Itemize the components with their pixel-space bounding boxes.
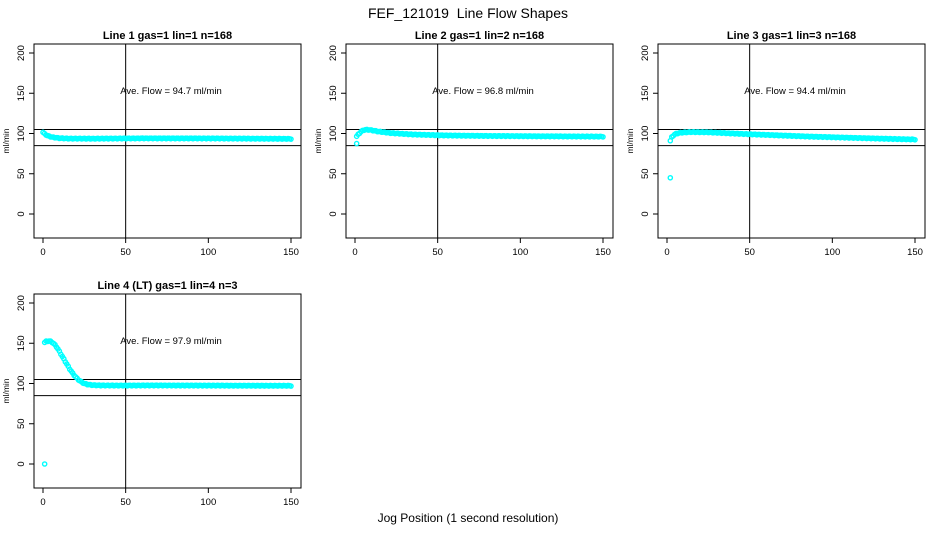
line-4-chart: 0 50 100 150 0 50 100 150 200 ml/min Line 4 (LT) g…	[1, 280, 302, 508]
svg-text:Ave. Flow = 96.8 ml/min: Ave. Flow = 96.8 ml/min	[432, 86, 533, 97]
svg-text:200: 200	[640, 45, 651, 61]
svg-text:0: 0	[640, 211, 651, 216]
svg-text:Ave. Flow = 94.4 ml/min: Ave. Flow = 94.4 ml/min	[744, 86, 845, 97]
subplot-line-1: 0 50 100 150 0 50 100 150 200 ml/min Line 1 gas=1 …	[0, 30, 312, 280]
svg-text:0: 0	[16, 461, 27, 466]
svg-text:200: 200	[16, 45, 27, 61]
x-axis-label: Jog Position (1 second resolution)	[377, 511, 559, 525]
svg-text:150: 150	[595, 247, 611, 258]
svg-text:200: 200	[16, 295, 27, 311]
line-2-chart: 0 50 100 150 0 50 100 150 200 ml/min Line 2 gas=1 …	[313, 30, 614, 258]
svg-text:100: 100	[16, 376, 27, 392]
svg-text:Ave. Flow = 97.9 ml/min: Ave. Flow = 97.9 ml/min	[120, 336, 221, 347]
svg-text:150: 150	[16, 85, 27, 101]
svg-text:ml/min: ml/min	[313, 128, 323, 153]
svg-text:100: 100	[512, 247, 528, 258]
svg-text:ml/min: ml/min	[1, 378, 11, 403]
svg-text:0: 0	[664, 247, 669, 258]
svg-text:100: 100	[200, 497, 216, 508]
svg-text:50: 50	[640, 168, 651, 179]
svg-text:Line 3 gas=1 lin=3 n=168: Line 3 gas=1 lin=3 n=168	[727, 30, 856, 42]
svg-text:100: 100	[640, 126, 651, 142]
line-3-chart: 0 50 100 150 0 50 100 150 200 ml/min Line 3 gas=1 …	[625, 30, 926, 258]
svg-text:100: 100	[328, 126, 339, 142]
subplot-line-4: 0 50 100 150 0 50 100 150 200 ml/min Line 4 (LT) g…	[0, 280, 312, 530]
svg-text:Line 4 (LT) gas=1 lin=4 n=3: Line 4 (LT) gas=1 lin=4 n=3	[97, 280, 237, 292]
svg-text:50: 50	[16, 418, 27, 429]
svg-text:50: 50	[120, 497, 131, 508]
svg-text:50: 50	[744, 247, 755, 258]
svg-text:0: 0	[16, 211, 27, 216]
subplot-line-2: 0 50 100 150 0 50 100 150 200 ml/min Line 2 gas=1 …	[312, 30, 624, 280]
svg-text:0: 0	[352, 247, 357, 258]
svg-text:Ave. Flow = 94.7 ml/min: Ave. Flow = 94.7 ml/min	[120, 86, 221, 97]
svg-text:150: 150	[328, 85, 339, 101]
svg-text:50: 50	[16, 168, 27, 179]
svg-text:200: 200	[328, 45, 339, 61]
svg-text:150: 150	[16, 335, 27, 351]
line-1-chart: 0 50 100 150 0 50 100 150 200 ml/min Line 1 gas=1 …	[1, 30, 302, 258]
subplot-line-3: 0 50 100 150 0 50 100 150 200 ml/min Line 3 gas=1 …	[624, 30, 936, 280]
svg-text:100: 100	[16, 126, 27, 142]
figure-title: FEF_121019 Line Flow Shapes	[367, 5, 568, 21]
svg-text:0: 0	[328, 211, 339, 216]
svg-text:0: 0	[40, 247, 45, 258]
svg-text:100: 100	[824, 247, 840, 258]
svg-text:ml/min: ml/min	[625, 128, 635, 153]
svg-text:Line 2 gas=1 lin=2 n=168: Line 2 gas=1 lin=2 n=168	[415, 30, 544, 42]
svg-text:150: 150	[907, 247, 923, 258]
svg-text:ml/min: ml/min	[1, 128, 11, 153]
svg-text:0: 0	[40, 497, 45, 508]
svg-text:150: 150	[283, 497, 299, 508]
svg-text:150: 150	[640, 85, 651, 101]
svg-text:100: 100	[200, 247, 216, 258]
svg-text:Line 1 gas=1 lin=1 n=168: Line 1 gas=1 lin=1 n=168	[103, 30, 232, 42]
svg-text:50: 50	[120, 247, 131, 258]
svg-text:50: 50	[328, 168, 339, 179]
svg-text:50: 50	[432, 247, 443, 258]
svg-text:150: 150	[283, 247, 299, 258]
